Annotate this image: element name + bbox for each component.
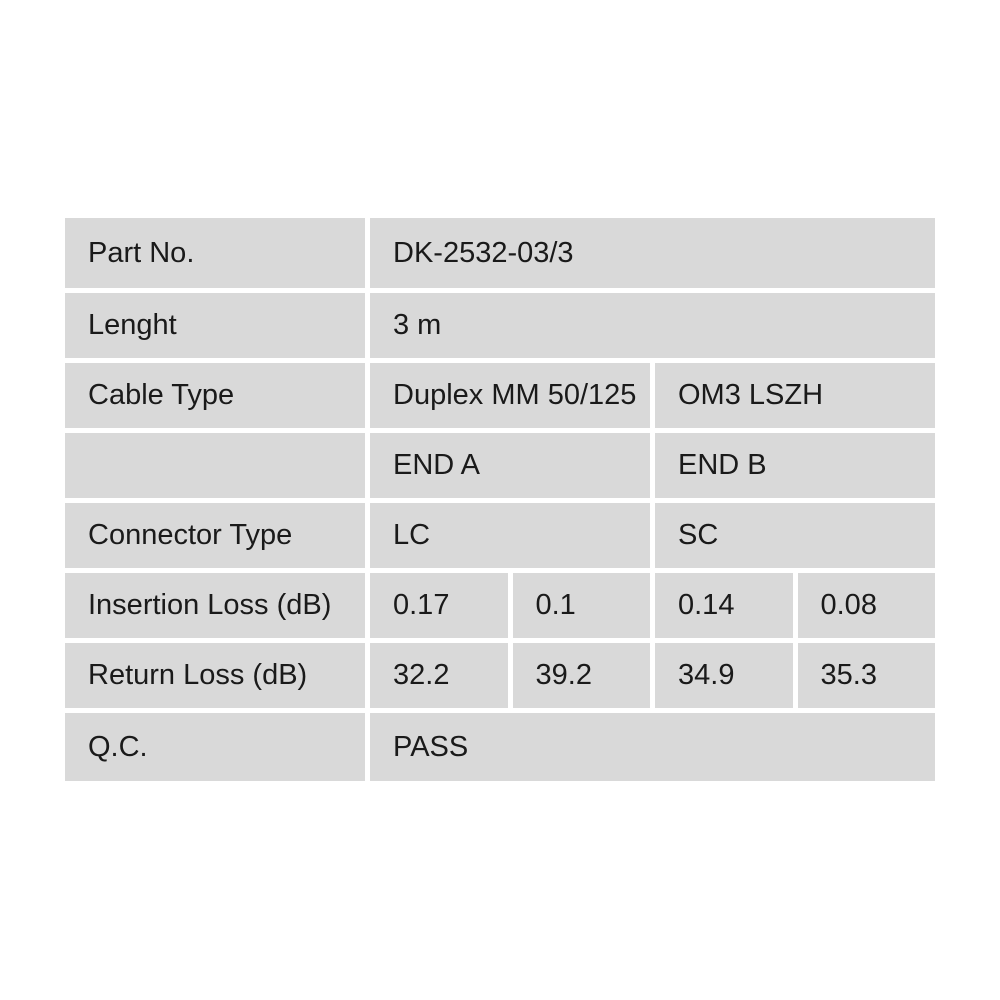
cable-type-label: Cable Type (65, 363, 365, 428)
return-loss-value-2: 39.2 (512, 643, 650, 708)
part-no-value: DK-2532-03/3 (370, 218, 935, 288)
return-loss-value-4: 35.3 (797, 643, 935, 708)
cable-type-value-b: OM3 LSZH (655, 363, 935, 428)
ends-row-empty-cell (65, 433, 365, 498)
insertion-loss-value-2: 0.1 (512, 573, 650, 638)
part-no-label: Part No. (65, 218, 365, 288)
connector-type-end-a: LC (370, 503, 650, 568)
end-a-header: END A (370, 433, 650, 498)
spec-table: Part No. DK-2532-03/3 Lenght 3 m Cable T… (65, 218, 935, 781)
length-label: Lenght (65, 293, 365, 358)
insertion-loss-value-3: 0.14 (655, 573, 793, 638)
return-loss-label: Return Loss (dB) (65, 643, 365, 708)
insertion-loss-value-4: 0.08 (797, 573, 935, 638)
connector-type-end-b: SC (655, 503, 935, 568)
length-value: 3 m (370, 293, 935, 358)
qc-value: PASS (370, 713, 935, 781)
end-b-header: END B (655, 433, 935, 498)
insertion-loss-label: Insertion Loss (dB) (65, 573, 365, 638)
cable-type-value-a: Duplex MM 50/125 (370, 363, 650, 428)
connector-type-label: Connector Type (65, 503, 365, 568)
insertion-loss-value-1: 0.17 (370, 573, 508, 638)
return-loss-value-1: 32.2 (370, 643, 508, 708)
qc-label: Q.C. (65, 713, 365, 781)
return-loss-value-3: 34.9 (655, 643, 793, 708)
